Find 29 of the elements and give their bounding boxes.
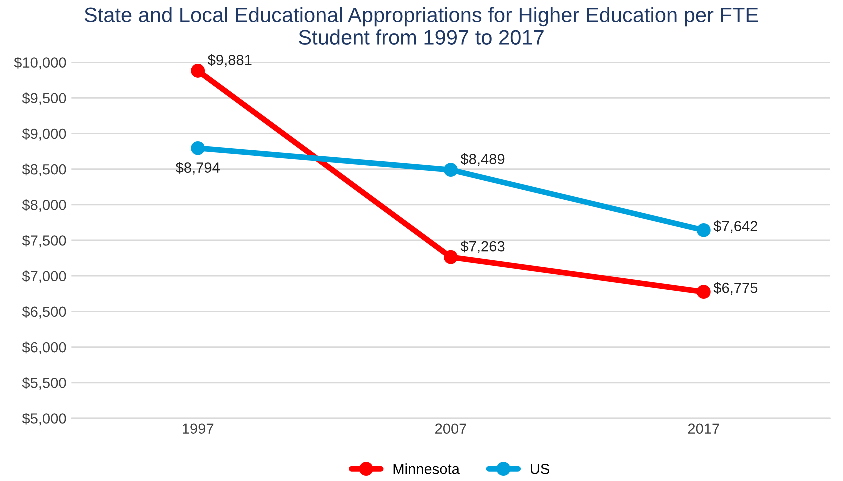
point xyxy=(444,163,458,178)
data-label: $7,263 xyxy=(460,240,505,254)
data-label: $6,775 xyxy=(714,282,758,295)
x-tick-label: 1997 xyxy=(183,424,214,434)
point xyxy=(696,285,711,300)
y-tick-label: $6,000 xyxy=(22,342,66,354)
y-tick-label: $9,500 xyxy=(22,92,66,106)
data-label: $7,642 xyxy=(714,220,758,234)
point xyxy=(191,64,206,78)
y-tick-label: $5,000 xyxy=(22,412,66,426)
y-tick-label: $8,000 xyxy=(22,199,66,212)
x-tick-label: 2007 xyxy=(436,424,466,434)
point xyxy=(444,250,458,264)
legend-label: Minnesota xyxy=(394,464,460,474)
point xyxy=(191,141,206,156)
y-tick-label: $10,000 xyxy=(14,57,66,70)
chart-title: State and Local Educational Appropriations for Higher Education per FTE Student from 1997 to 2017 xyxy=(84,7,758,45)
y-tick-label: $8,500 xyxy=(22,164,66,176)
data-label: $8,794 xyxy=(176,162,220,175)
y-tick-label: $6,500 xyxy=(22,306,66,319)
y-tick-label: $5,500 xyxy=(22,377,66,390)
data-label: $8,489 xyxy=(460,153,505,166)
legend-label: US xyxy=(531,464,550,474)
point xyxy=(696,223,711,238)
x-tick-label: 2017 xyxy=(688,424,720,434)
y-tick-label: $7,000 xyxy=(22,270,66,284)
data-label: $9,881 xyxy=(208,54,252,68)
y-tick-label: $9,000 xyxy=(22,128,66,141)
y-tick-label: $7,500 xyxy=(22,234,66,248)
